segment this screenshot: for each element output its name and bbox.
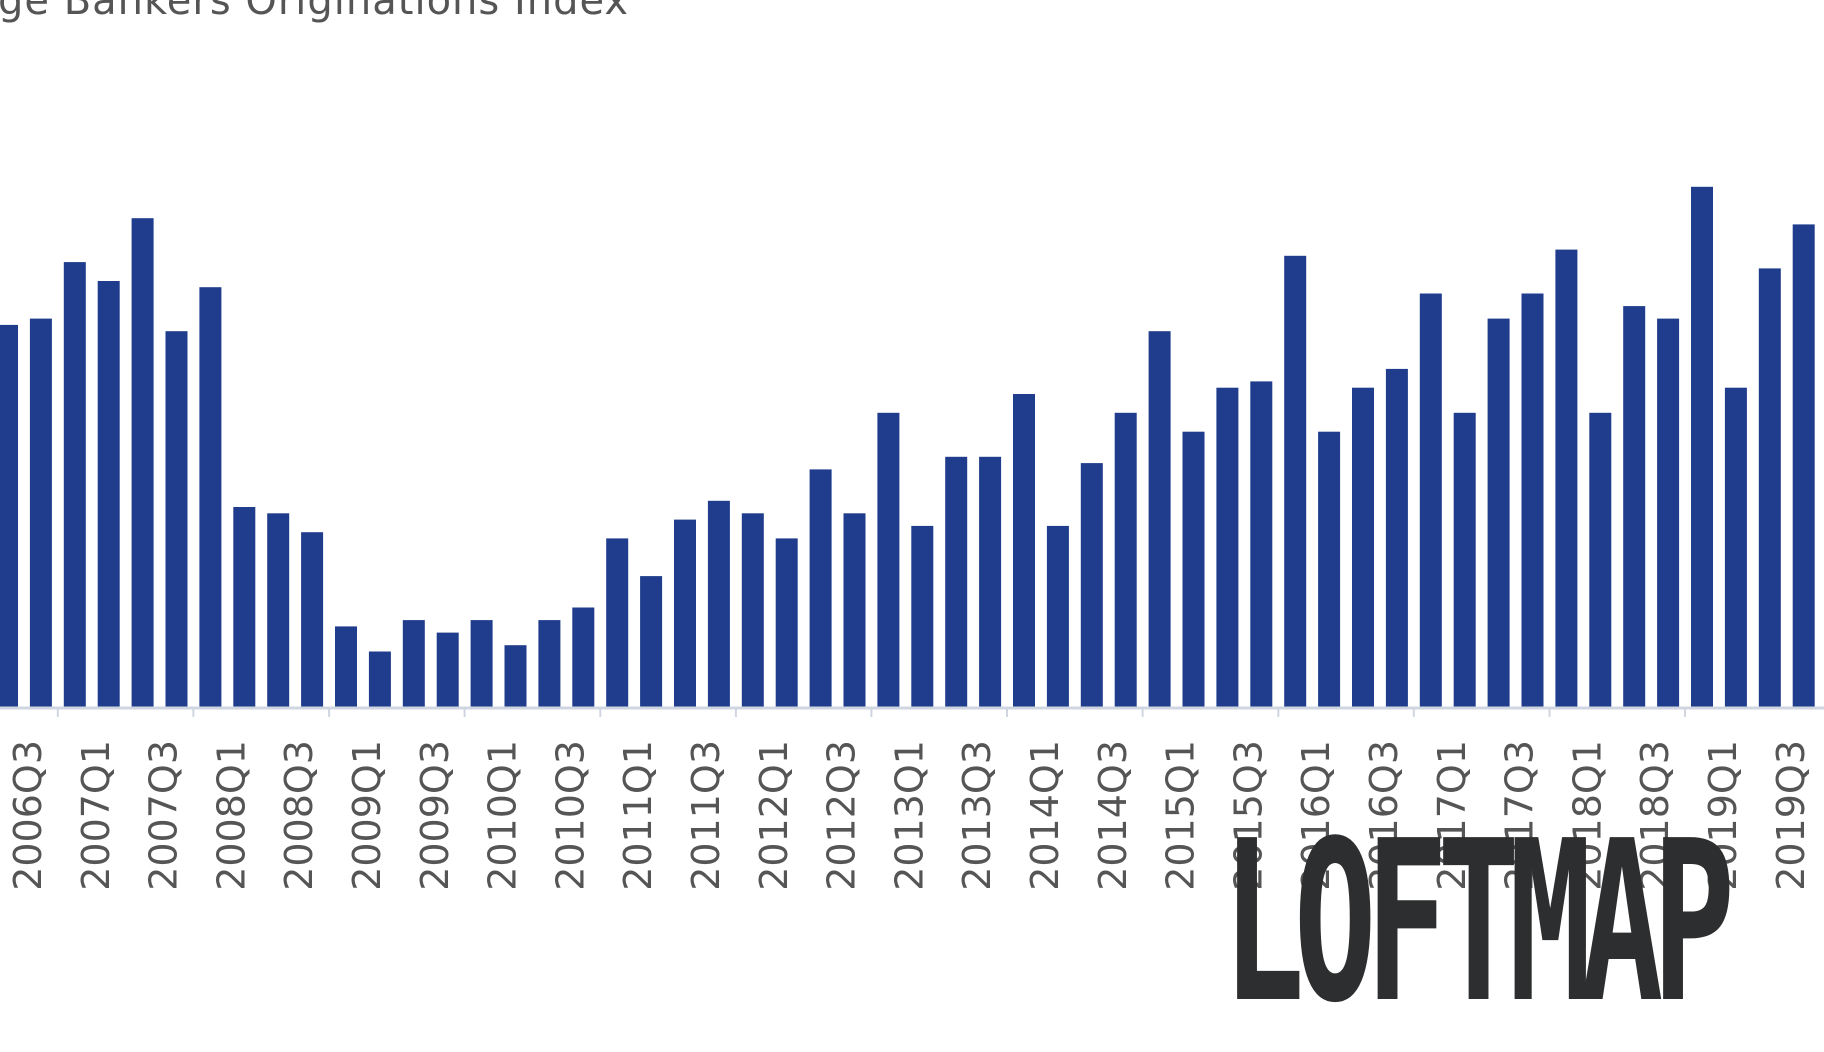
bar-chart: 2006Q3 2007Q1 2007Q3 2008Q1 2008Q3 2009Q1 2009… — [0, 186, 1824, 891]
bar-2008Q4 — [301, 532, 324, 708]
bar-2016Q2 — [1318, 431, 1341, 708]
bar-2008Q1 — [199, 287, 222, 708]
x-tick-label-2017Q3: 2017Q3 — [1498, 740, 1542, 891]
x-tick-label-2018Q3: 2018Q3 — [1633, 740, 1677, 891]
loftmap-logo: LOFTMAP — [1222, 794, 1735, 1052]
x-tick-label-2015Q3: 2015Q3 — [1226, 740, 1270, 891]
x-tick-label-2019Q3: 2019Q3 — [1769, 740, 1813, 891]
x-tick-label-2011Q3: 2011Q3 — [684, 740, 728, 891]
bar-2014Q4 — [1114, 412, 1137, 708]
bar-2013Q1 — [877, 412, 900, 708]
bar-2006Q3 — [0, 324, 18, 708]
bar-2011Q1 — [606, 538, 629, 708]
bar-2018Q4 — [1657, 318, 1680, 708]
bar-2016Q4 — [1385, 368, 1408, 708]
bar-2014Q2 — [1046, 525, 1069, 708]
x-axis-tick-labels: 2006Q3 2007Q1 2007Q3 2008Q1 2008Q3 2009Q1 2009… — [6, 740, 1813, 891]
x-tick-label-2012Q1: 2012Q1 — [752, 740, 796, 891]
bar-2007Q1 — [63, 262, 86, 708]
bar-2017Q4 — [1521, 293, 1544, 708]
bar-2011Q3 — [674, 519, 696, 708]
bar-2012Q3 — [809, 469, 832, 708]
bar-2007Q4 — [165, 331, 188, 708]
x-tick-label-2009Q1: 2009Q1 — [345, 740, 389, 891]
bar-2007Q2 — [97, 281, 120, 708]
bar-2015Q2 — [1182, 431, 1205, 708]
bar-2018Q3 — [1623, 306, 1646, 708]
bar-2013Q4 — [979, 456, 1002, 708]
bar-2007Q3 — [131, 218, 154, 708]
bar-2014Q3 — [1080, 463, 1103, 708]
x-tick-label-2012Q3: 2012Q3 — [820, 740, 864, 891]
x-tick-label-2019Q1: 2019Q1 — [1701, 740, 1745, 891]
bar-2019Q4 — [1792, 224, 1815, 708]
bar-2008Q3 — [267, 513, 290, 708]
bar-2017Q2 — [1453, 412, 1476, 708]
x-tick-label-2018Q1: 2018Q1 — [1565, 740, 1609, 891]
bar-2015Q3 — [1216, 387, 1239, 708]
chart-title: ge Bankers Originations Index — [0, 0, 630, 24]
x-axis-ticks — [56, 708, 1686, 717]
bar-2010Q2 — [504, 645, 527, 708]
x-tick-label-2009Q3: 2009Q3 — [413, 740, 457, 891]
x-tick-label-2011Q1: 2011Q1 — [616, 740, 660, 891]
x-tick-label-2008Q1: 2008Q1 — [209, 740, 253, 891]
x-tick-label-2015Q1: 2015Q1 — [1159, 740, 1203, 891]
bar-2015Q1 — [1148, 331, 1171, 708]
bar-2015Q4 — [1250, 381, 1273, 708]
bar-2009Q1 — [335, 626, 357, 708]
bar-2019Q2 — [1724, 387, 1747, 708]
bar-2017Q3 — [1487, 318, 1510, 708]
bar-2016Q1 — [1284, 255, 1307, 709]
bar-2008Q2 — [233, 507, 256, 708]
x-tick-label-2013Q1: 2013Q1 — [887, 740, 931, 891]
bar-2016Q3 — [1352, 387, 1374, 708]
bar-2010Q3 — [538, 620, 561, 708]
bar-2017Q1 — [1419, 293, 1442, 708]
bars-group — [0, 186, 1815, 709]
bar-2011Q4 — [707, 500, 730, 708]
x-tick-label-2017Q1: 2017Q1 — [1430, 740, 1474, 891]
bar-2010Q4 — [572, 607, 595, 708]
x-tick-label-2016Q3: 2016Q3 — [1362, 740, 1406, 891]
bar-2011Q2 — [640, 576, 663, 708]
bar-2009Q4 — [436, 632, 459, 708]
x-tick-label-2007Q1: 2007Q1 — [74, 740, 118, 891]
x-tick-label-2010Q3: 2010Q3 — [548, 740, 592, 891]
bar-2018Q1 — [1555, 249, 1578, 708]
bar-2012Q2 — [775, 538, 798, 708]
bar-2010Q1 — [470, 620, 493, 708]
x-tick-label-2010Q1: 2010Q1 — [481, 740, 525, 891]
x-tick-label-2013Q3: 2013Q3 — [955, 740, 999, 891]
bar-2013Q2 — [911, 525, 934, 708]
x-tick-label-2016Q1: 2016Q1 — [1294, 740, 1338, 891]
bar-2013Q3 — [945, 456, 968, 708]
bar-2006Q4 — [29, 318, 52, 708]
x-tick-label-2014Q3: 2014Q3 — [1091, 740, 1135, 891]
bar-2019Q3 — [1758, 268, 1781, 708]
bar-2012Q4 — [843, 513, 866, 708]
x-tick-label-2008Q3: 2008Q3 — [277, 740, 321, 891]
bar-2009Q2 — [368, 651, 391, 708]
bar-2018Q2 — [1589, 412, 1612, 708]
bar-2014Q1 — [1013, 394, 1035, 708]
x-tick-label-2014Q1: 2014Q1 — [1023, 740, 1067, 891]
bar-2012Q1 — [741, 513, 764, 708]
bar-2019Q1 — [1691, 186, 1713, 709]
bar-2009Q3 — [402, 620, 425, 708]
x-tick-label-2006Q3: 2006Q3 — [6, 740, 50, 891]
x-tick-label-2007Q3: 2007Q3 — [142, 740, 186, 891]
